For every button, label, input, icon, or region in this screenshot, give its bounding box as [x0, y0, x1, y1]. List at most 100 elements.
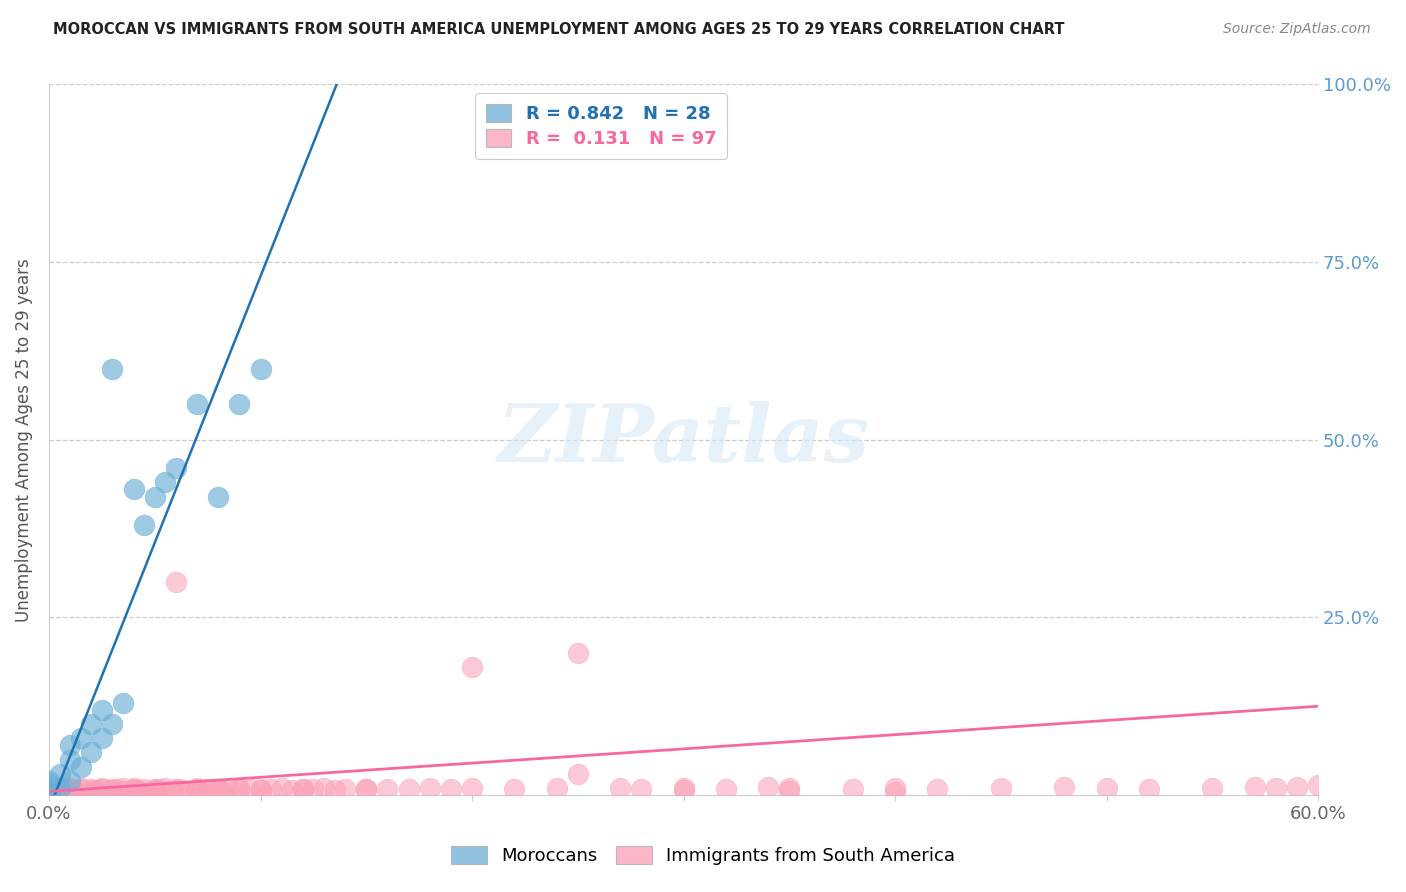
Point — [302, 782, 325, 797]
Point — [122, 780, 145, 795]
Point — [884, 780, 907, 795]
Point — [1285, 780, 1308, 794]
Point — [42, 786, 65, 800]
Point — [165, 574, 187, 589]
Point — [714, 781, 737, 796]
Point — [291, 781, 314, 796]
Point — [101, 717, 124, 731]
Point — [134, 518, 156, 533]
Point — [101, 783, 124, 797]
Point — [218, 781, 240, 796]
Point — [90, 703, 112, 717]
Point — [69, 782, 91, 797]
Text: ZIPatlas: ZIPatlas — [498, 401, 870, 478]
Point — [567, 646, 589, 660]
Point — [59, 773, 82, 788]
Point — [80, 781, 103, 796]
Point — [59, 752, 82, 766]
Point — [503, 781, 526, 796]
Point — [884, 784, 907, 798]
Point — [356, 782, 378, 797]
Point — [377, 781, 399, 796]
Point — [249, 783, 271, 797]
Legend: Moroccans, Immigrants from South America: Moroccans, Immigrants from South America — [441, 837, 965, 874]
Point — [190, 783, 212, 797]
Point — [134, 781, 156, 796]
Point — [122, 783, 145, 797]
Point — [38, 784, 60, 798]
Point — [990, 780, 1012, 795]
Point — [207, 782, 229, 797]
Point — [609, 780, 631, 795]
Point — [291, 781, 314, 796]
Point — [440, 781, 463, 796]
Point — [461, 780, 484, 795]
Point — [927, 781, 949, 796]
Point — [630, 781, 652, 796]
Point — [155, 475, 177, 490]
Point — [80, 784, 103, 798]
Legend: R = 0.842   N = 28, R =  0.131   N = 97: R = 0.842 N = 28, R = 0.131 N = 97 — [475, 94, 727, 159]
Point — [69, 731, 91, 746]
Point — [90, 731, 112, 746]
Point — [1201, 780, 1223, 795]
Point — [567, 766, 589, 780]
Point — [69, 780, 91, 795]
Point — [1308, 778, 1330, 792]
Point — [239, 782, 262, 797]
Point — [48, 766, 70, 780]
Point — [778, 780, 800, 795]
Point — [127, 783, 149, 797]
Point — [80, 746, 103, 760]
Point — [1137, 781, 1160, 796]
Point — [419, 780, 441, 795]
Point — [52, 784, 75, 798]
Point — [260, 782, 283, 797]
Point — [197, 781, 219, 796]
Point — [281, 783, 304, 797]
Point — [59, 780, 82, 795]
Point — [143, 783, 166, 797]
Point — [84, 783, 107, 797]
Point — [211, 784, 233, 798]
Text: Source: ZipAtlas.com: Source: ZipAtlas.com — [1223, 22, 1371, 37]
Point — [69, 759, 91, 773]
Point — [143, 781, 166, 796]
Point — [48, 783, 70, 797]
Point — [90, 780, 112, 795]
Point — [546, 780, 568, 795]
Point — [333, 781, 356, 796]
Point — [672, 780, 695, 795]
Point — [228, 397, 250, 411]
Point — [48, 785, 70, 799]
Point — [55, 782, 77, 797]
Point — [59, 783, 82, 797]
Point — [90, 782, 112, 797]
Point — [80, 717, 103, 731]
Point — [249, 781, 271, 796]
Point — [672, 783, 695, 797]
Point — [356, 782, 378, 797]
Point — [756, 780, 779, 795]
Y-axis label: Unemployment Among Ages 25 to 29 years: Unemployment Among Ages 25 to 29 years — [15, 258, 32, 622]
Point — [207, 490, 229, 504]
Point — [165, 461, 187, 475]
Point — [148, 782, 170, 797]
Point — [38, 788, 60, 802]
Point — [1053, 780, 1076, 795]
Point — [186, 780, 208, 795]
Point — [842, 781, 865, 796]
Point — [59, 784, 82, 798]
Point — [1264, 780, 1286, 795]
Point — [1095, 780, 1118, 795]
Point — [778, 784, 800, 798]
Point — [38, 777, 60, 791]
Point — [228, 783, 250, 797]
Point — [111, 780, 134, 795]
Point — [111, 784, 134, 798]
Point — [155, 780, 177, 795]
Point — [207, 782, 229, 797]
Point — [312, 780, 335, 795]
Point — [139, 784, 162, 798]
Point — [105, 782, 128, 797]
